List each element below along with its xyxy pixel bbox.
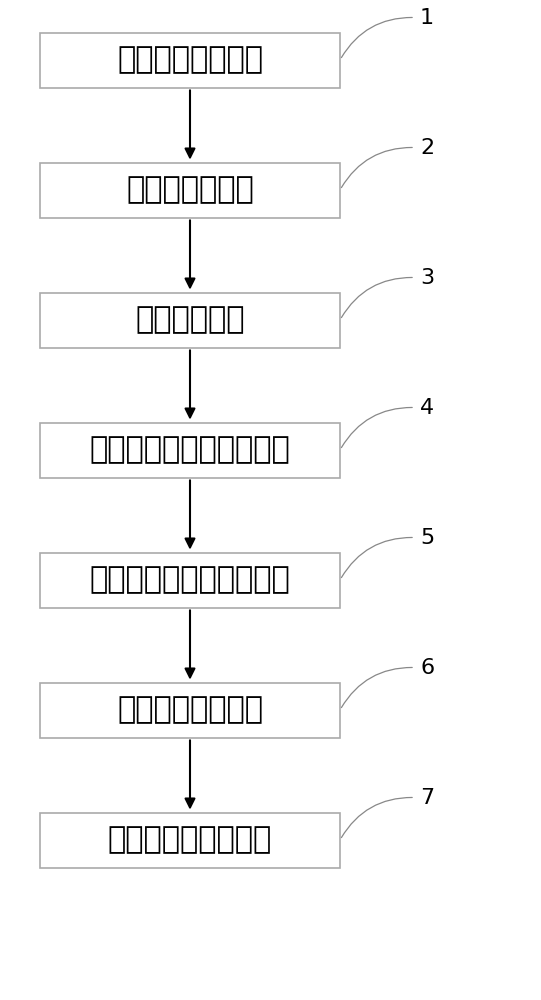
- Text: 影像预处理模块: 影像预处理模块: [126, 176, 254, 205]
- Bar: [40, 292, 340, 348]
- Text: 信息查询与推送模块: 信息查询与推送模块: [108, 826, 272, 854]
- Bar: [40, 162, 340, 218]
- Text: 干旱信息分析与处理模块: 干旱信息分析与处理模块: [90, 566, 291, 594]
- Text: 2: 2: [420, 137, 434, 157]
- Text: 3: 3: [420, 267, 434, 288]
- Text: 遥感影像采集模块: 遥感影像采集模块: [117, 45, 263, 75]
- Text: 干旱信息显示模块: 干旱信息显示模块: [117, 696, 263, 724]
- Bar: [40, 422, 340, 478]
- Text: 6: 6: [420, 658, 434, 678]
- Bar: [40, 552, 340, 607]
- Bar: [40, 32, 340, 88]
- Text: 影像特征提取与分类模块: 影像特征提取与分类模块: [90, 436, 291, 464]
- Bar: [40, 812, 340, 867]
- Text: 1: 1: [420, 7, 434, 27]
- Bar: [40, 682, 340, 738]
- Text: 影像存储模块: 影像存储模块: [135, 306, 245, 334]
- Text: 4: 4: [420, 397, 434, 418]
- Text: 5: 5: [420, 528, 434, 548]
- Text: 7: 7: [420, 788, 434, 808]
